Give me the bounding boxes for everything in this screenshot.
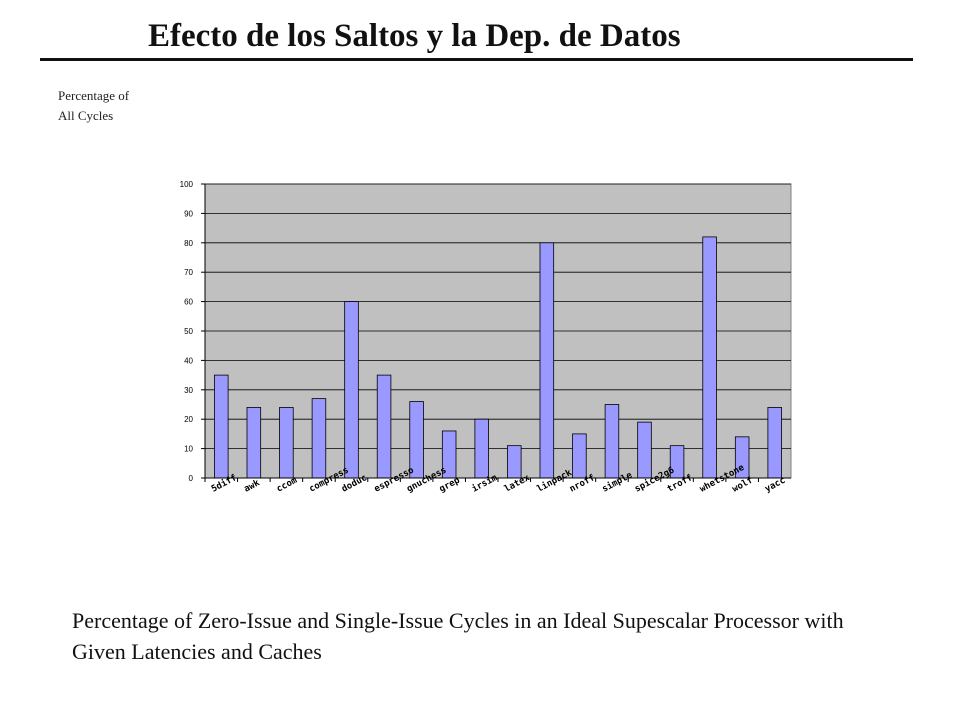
bar-latex: [507, 445, 522, 479]
y-tick-label: 50: [184, 327, 193, 336]
y-axis-title: Percentage of All Cycles: [58, 86, 129, 126]
bar-whetstone: [702, 236, 717, 479]
y-tick-label: 20: [184, 415, 193, 424]
y-axis-ticks: 0 10 20 30 40 50 60 70 80 90 100: [180, 180, 205, 483]
y-tick-label: 10: [184, 445, 193, 454]
y-tick-label: 40: [184, 356, 193, 365]
y-tick-label: 100: [180, 180, 194, 189]
bar-doduc: [344, 301, 359, 479]
title-underline: [40, 58, 913, 61]
y-tick-label: 80: [184, 239, 193, 248]
bar-nroff: [572, 433, 587, 479]
y-tick-label: 60: [184, 298, 193, 307]
bar-spice2g6: [637, 421, 652, 479]
x-tick-label: awk: [243, 478, 263, 495]
bar-simple: [604, 404, 620, 479]
y-tick-label: 0: [189, 474, 194, 483]
y-tick-label: 30: [184, 386, 193, 395]
bar-irsim: [474, 418, 489, 479]
bar-gnuchess: [409, 401, 424, 479]
bar-linpack: [539, 242, 555, 479]
y-axis-title-line-2: All Cycles: [58, 108, 114, 123]
bar-5diff: [214, 374, 229, 479]
y-tick-label: 90: [184, 209, 193, 218]
bar-ccom: [279, 407, 294, 479]
bar-compress: [311, 398, 327, 479]
bar-yacc: [767, 407, 782, 479]
bar-espresso: [376, 374, 392, 479]
y-axis-title-line-1: Percentage of: [58, 88, 130, 103]
bar-awk: [246, 407, 262, 479]
slide-title: Efecto de los Saltos y la Dep. de Datos: [148, 18, 681, 54]
y-tick-label: 70: [184, 268, 193, 277]
gridlines: [205, 183, 791, 450]
figure-caption: Percentage of Zero-Issue and Single-Issu…: [72, 608, 844, 664]
